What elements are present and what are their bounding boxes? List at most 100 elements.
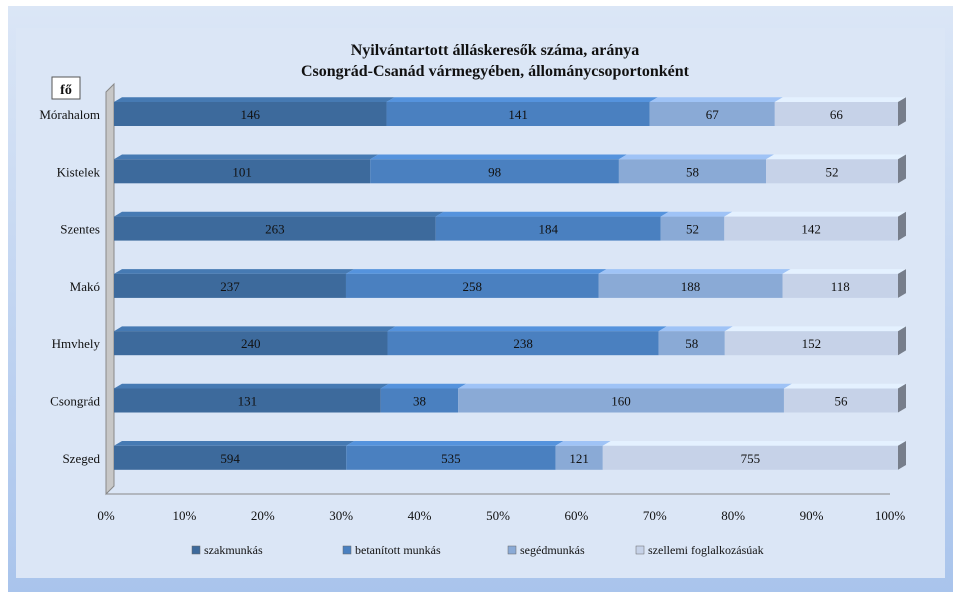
bar-segment — [114, 273, 346, 298]
data-label: 184 — [538, 222, 558, 237]
bar-row: 594 535 121 755 — [114, 441, 906, 470]
bar-segment — [114, 331, 388, 356]
data-label: 98 — [488, 164, 501, 179]
legend-label: betanított munkás — [355, 543, 441, 557]
bar-segment — [386, 102, 650, 126]
bar-segment-top — [114, 269, 354, 274]
data-label: 58 — [685, 336, 698, 351]
chart-frame: Nyilvántartott álláskeresők száma, arány… — [8, 6, 953, 592]
bar-segment — [114, 216, 436, 241]
bar-segment-top — [114, 383, 389, 389]
bar-end-cap — [898, 211, 906, 241]
x-axis-ticks: 0% 10% 20% 30% 40% 50% 60% 70% 80% 90% 100% — [97, 508, 905, 523]
bar-segment — [114, 102, 387, 126]
bar-end-cap — [898, 154, 906, 184]
x-tick-label: 90% — [800, 508, 824, 523]
bar-segment-top — [724, 326, 906, 332]
chart-subtitle: Csongrád-Csanád vármegyében, állománycso… — [301, 63, 690, 80]
bar-segment-top — [114, 97, 395, 102]
chart-3d-wall — [105, 82, 890, 496]
bar-segment — [114, 159, 371, 184]
x-tick-label: 30% — [329, 508, 353, 523]
bar-segment-top — [783, 383, 906, 389]
x-tick-label: 10% — [172, 508, 196, 523]
bar-segment-top — [458, 383, 792, 389]
data-label: 535 — [441, 451, 461, 466]
x-tick-label: 40% — [408, 508, 432, 523]
bar-segment — [114, 388, 381, 413]
bar-end-cap — [898, 383, 906, 413]
bar-row: 146 141 67 66 — [114, 97, 906, 126]
bar-segment-top — [380, 383, 467, 389]
bar-segment — [555, 445, 603, 470]
category-label: Kistelek — [57, 164, 101, 179]
bar-row: 237 258 188 118 — [114, 269, 906, 298]
x-tick-label: 80% — [721, 508, 745, 523]
x-tick-label: 100% — [875, 508, 906, 523]
data-label: 237 — [220, 279, 240, 294]
data-label: 240 — [241, 336, 261, 351]
bar-segment — [724, 216, 898, 241]
bar-segment — [345, 273, 599, 298]
x-tick-label: 0% — [97, 508, 115, 523]
bar-segment-top — [766, 154, 906, 160]
bar-row: 101 98 58 52 — [114, 154, 906, 184]
bar-segment-top — [598, 269, 791, 274]
bar-segment — [602, 445, 898, 470]
bar-end-cap — [898, 326, 906, 356]
legend-label: szellemi foglalkozásúak — [648, 543, 764, 557]
data-label: 141 — [508, 107, 528, 122]
bar-segment-top — [114, 326, 396, 332]
data-label: 238 — [513, 336, 533, 351]
bar-segment — [370, 159, 619, 184]
x-tick-label: 70% — [643, 508, 667, 523]
data-label: 56 — [834, 394, 848, 409]
bar-segment-top — [602, 441, 906, 446]
bar-end-cap — [898, 97, 906, 126]
legend-label: szakmunkás — [204, 543, 263, 557]
legend-swatch — [507, 545, 517, 555]
bar-segment-top — [114, 154, 379, 160]
stacked-bar-chart: Nyilvántartott álláskeresők száma, arány… — [8, 6, 953, 592]
data-label: 121 — [569, 451, 589, 466]
bars-group: 146 141 67 66 101 98 58 52 263 184 52 142 237 258 188 1… — [114, 97, 906, 470]
bar-end-cap — [898, 441, 906, 470]
bar-segment-top — [345, 269, 607, 274]
bar-row: 263 184 52 142 — [114, 211, 906, 241]
bar-segment — [598, 273, 783, 298]
bar-segment-top — [114, 211, 444, 217]
data-label: 66 — [830, 107, 844, 122]
bar-segment-top — [387, 326, 667, 332]
data-label: 131 — [238, 394, 258, 409]
bar-segment-top — [114, 441, 355, 446]
bar-segment — [618, 159, 767, 184]
bar-segment-top — [386, 97, 658, 102]
data-label: 146 — [241, 107, 261, 122]
bar-segment — [724, 331, 898, 356]
unit-label: fő — [60, 83, 72, 98]
bar-row: 131 38 160 56 — [114, 383, 906, 413]
bar-segment — [649, 102, 775, 126]
bar-segment — [766, 159, 898, 184]
bar-segment-top — [660, 211, 733, 217]
data-label: 755 — [741, 451, 761, 466]
unit-label-box — [51, 76, 81, 100]
x-tick-label: 20% — [251, 508, 275, 523]
legend-swatch — [191, 545, 201, 555]
legend: szakmunkás betanított munkás segédmunkás sz… — [191, 543, 764, 557]
data-label: 118 — [831, 279, 850, 294]
data-label: 58 — [686, 164, 699, 179]
bar-segment-top — [618, 154, 775, 160]
bar-segment — [387, 331, 659, 356]
legend-item: szakmunkás — [191, 543, 263, 557]
bar-segment-top — [555, 441, 611, 446]
bar-segment — [658, 331, 725, 356]
legend-item: segédmunkás — [507, 543, 585, 557]
legend-swatch — [635, 545, 645, 555]
category-label: Szeged — [62, 451, 100, 466]
bar-end-cap — [898, 269, 906, 298]
data-label: 38 — [413, 394, 426, 409]
category-label: Csongrád — [50, 394, 100, 409]
bar-segment — [380, 388, 459, 413]
bar-segment-top — [370, 154, 627, 160]
